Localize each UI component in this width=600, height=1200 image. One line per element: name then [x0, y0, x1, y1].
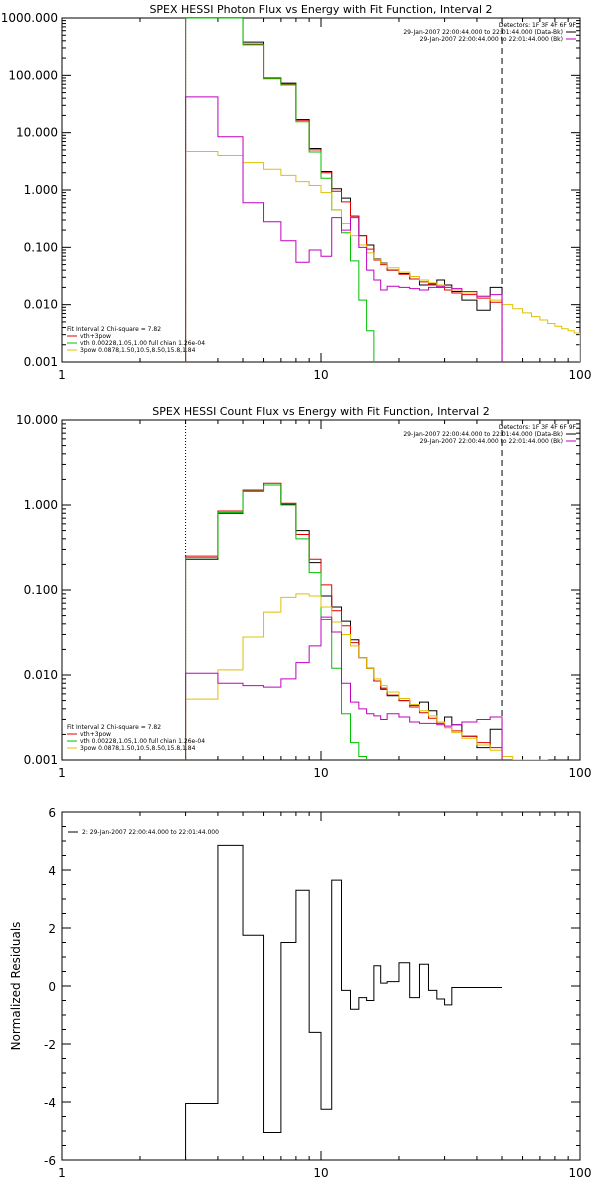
x-tick-label: 1 [58, 766, 66, 780]
fit-legend-entry: 3pow 0.0878,1.50,10.5,8.50,15.8,1.84 [80, 745, 196, 752]
y-tick-label: 10.000 [16, 126, 58, 140]
series-data-bk [185, 484, 503, 760]
series-vth [185, 18, 375, 362]
x-tick-label: 10 [313, 368, 328, 382]
x-tick-label: 1 [58, 368, 66, 382]
fit-legend-entry: vth+3pow [80, 731, 111, 738]
chart-title: SPEX HESSI Photon Flux vs Energy with Fi… [149, 3, 492, 16]
y-tick-label: -6 [44, 1154, 56, 1168]
fit-legend-header: Fit Interval 2 Chi-square = 7.82 [67, 724, 161, 731]
legend-entry: 29-Jan-2007 22:00:44.000 to 22:01:44.000… [420, 438, 563, 445]
y-tick-label: 6 [48, 806, 56, 820]
x-tick-label: 10 [313, 766, 328, 780]
y-tick-label: 0.100 [24, 583, 58, 597]
series-bk [185, 616, 503, 760]
series-data-bk [185, 18, 503, 362]
y-tick-label: 0 [48, 980, 56, 994]
y-tick-label: 0.001 [24, 753, 58, 767]
series-vth+3pow [185, 482, 503, 760]
x-tick-label: 100 [569, 1166, 592, 1180]
series-vth [185, 484, 368, 760]
legend-entry: 2: 29-Jan-2007 22:00:44.000 to 22:01:44.… [82, 829, 219, 836]
series-bk [185, 96, 503, 362]
x-tick-label: 100 [569, 766, 592, 780]
chart-panel-3: 1 10 100 6 4 2 0 -2 -4 -6 Normalized Residuals 2: 2… [9, 806, 591, 1180]
series-3pow [185, 593, 549, 760]
x-tick-label: 100 [569, 368, 592, 382]
x-tick-label: 10 [313, 1166, 328, 1180]
legend-entry: 29-Jan-2007 22:00:44.000 to 22:01:44.000… [403, 431, 563, 438]
chart-title: SPEX HESSI Count Flux vs Energy with Fit… [152, 405, 489, 418]
legend-entry: 29-Jan-2007 22:00:44.000 to 22:01:44.000… [420, 36, 563, 43]
y-tick-label: 0.001 [24, 355, 58, 369]
fit-legend-entry: vth 0.00228,1.05,1.00 full chian 1.26e-0… [80, 738, 205, 745]
y-axis-label: Normalized Residuals [9, 922, 23, 1051]
series-vth+3pow [185, 18, 503, 362]
fit-legend-entry: 3pow 0.0878,1.50,10.5,8.50,15.8,1.84 [80, 347, 196, 354]
y-tick-label: -2 [44, 1038, 56, 1052]
legend-entry: 29-Jan-2007 22:00:44.000 to 22:01:44.000… [403, 29, 563, 36]
y-tick-label: 100.000 [8, 68, 58, 82]
legend-header: Detectors: 1F 3F 4F 6F 9F [499, 22, 577, 29]
chart-panel-1: SPEX HESSI Photon Flux vs Energy with Fi… [1, 3, 592, 382]
fit-legend-header: Fit Interval 2 Chi-square = 7.82 [67, 326, 161, 333]
x-tick-label: 1 [58, 1166, 66, 1180]
series-residuals [185, 844, 503, 1160]
y-tick-label: -4 [44, 1096, 56, 1110]
y-tick-label: 1.000 [24, 498, 58, 512]
y-tick-label: 4 [48, 864, 56, 878]
y-tick-label: 1.000 [24, 183, 58, 197]
chart-panel-2: SPEX HESSI Count Flux vs Energy with Fit… [16, 405, 591, 780]
y-tick-label: 0.100 [24, 240, 58, 254]
y-tick-label: 1000.000 [1, 11, 58, 25]
y-tick-label: 2 [48, 922, 56, 936]
y-tick-label: 10.000 [16, 413, 58, 427]
fit-legend-entry: vth 0.00228,1.05,1.00 full chian 1.26e-0… [80, 340, 205, 347]
series-3pow [185, 150, 580, 362]
y-tick-label: 0.010 [24, 668, 58, 682]
fit-legend-entry: vth+3pow [80, 333, 111, 340]
legend-header: Detectors: 1F 3F 4F 6F 9F [499, 424, 577, 431]
y-tick-label: 0.010 [24, 298, 58, 312]
